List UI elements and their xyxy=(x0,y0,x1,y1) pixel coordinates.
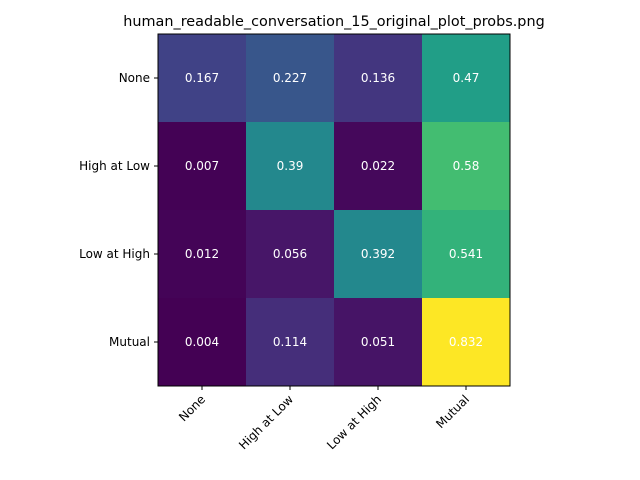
heatmap-cell xyxy=(334,122,423,211)
heatmap-cell xyxy=(246,34,335,123)
y-tick-label: High at Low xyxy=(79,159,150,173)
heatmap-cell xyxy=(422,210,511,299)
heatmap-cell xyxy=(158,298,247,387)
cell-value-label: 0.022 xyxy=(361,159,395,173)
cell-value-label: 0.004 xyxy=(185,335,219,349)
cell-value-label: 0.114 xyxy=(273,335,307,349)
heatmap-cell xyxy=(246,298,335,387)
heatmap-value-labels: 0.167 0.227 0.136 0.47 0.007 0.39 0.022 0.58 0.0… xyxy=(185,71,483,349)
heatmap-cell xyxy=(422,122,511,211)
cell-value-label: 0.056 xyxy=(273,247,307,261)
heatmap-cell xyxy=(334,298,423,387)
heatmap-cell xyxy=(334,210,423,299)
heatmap-cell xyxy=(158,210,247,299)
y-axis-ticks: None High at Low Low at High Mutual xyxy=(79,71,158,349)
heatmap-cell xyxy=(158,34,247,123)
cell-value-label: 0.051 xyxy=(361,335,395,349)
heatmap-cell xyxy=(246,122,335,211)
cell-value-label: 0.136 xyxy=(361,71,395,85)
cell-value-label: 0.47 xyxy=(453,71,480,85)
cell-value-label: 0.012 xyxy=(185,247,219,261)
x-tick-label: High at Low xyxy=(236,392,296,452)
heatmap-cell xyxy=(246,210,335,299)
cell-value-label: 0.392 xyxy=(361,247,395,261)
x-axis-ticks: None High at Low Low at High Mutual xyxy=(176,386,472,452)
heatmap-cell xyxy=(422,298,511,387)
cell-value-label: 0.167 xyxy=(185,71,219,85)
x-tick-label: None xyxy=(176,392,208,424)
heatmap-cell xyxy=(422,34,511,123)
cell-value-label: 0.39 xyxy=(277,159,304,173)
cell-value-label: 0.227 xyxy=(273,71,307,85)
cell-value-label: 0.541 xyxy=(449,247,483,261)
y-tick-label: Low at High xyxy=(79,247,150,261)
cell-value-label: 0.58 xyxy=(453,159,480,173)
cell-value-label: 0.007 xyxy=(185,159,219,173)
x-tick-label: Low at High xyxy=(324,392,384,452)
plot-frame xyxy=(157,33,511,387)
chart-title: human_readable_conversation_15_original_… xyxy=(123,14,544,30)
x-tick-label: Mutual xyxy=(433,392,472,431)
heatmap-cell xyxy=(158,122,247,211)
heatmap-cells xyxy=(158,34,511,387)
y-tick-label: None xyxy=(119,71,150,85)
y-tick-label: Mutual xyxy=(109,335,150,349)
cell-value-label: 0.832 xyxy=(449,335,483,349)
heatmap-cell xyxy=(334,34,423,123)
